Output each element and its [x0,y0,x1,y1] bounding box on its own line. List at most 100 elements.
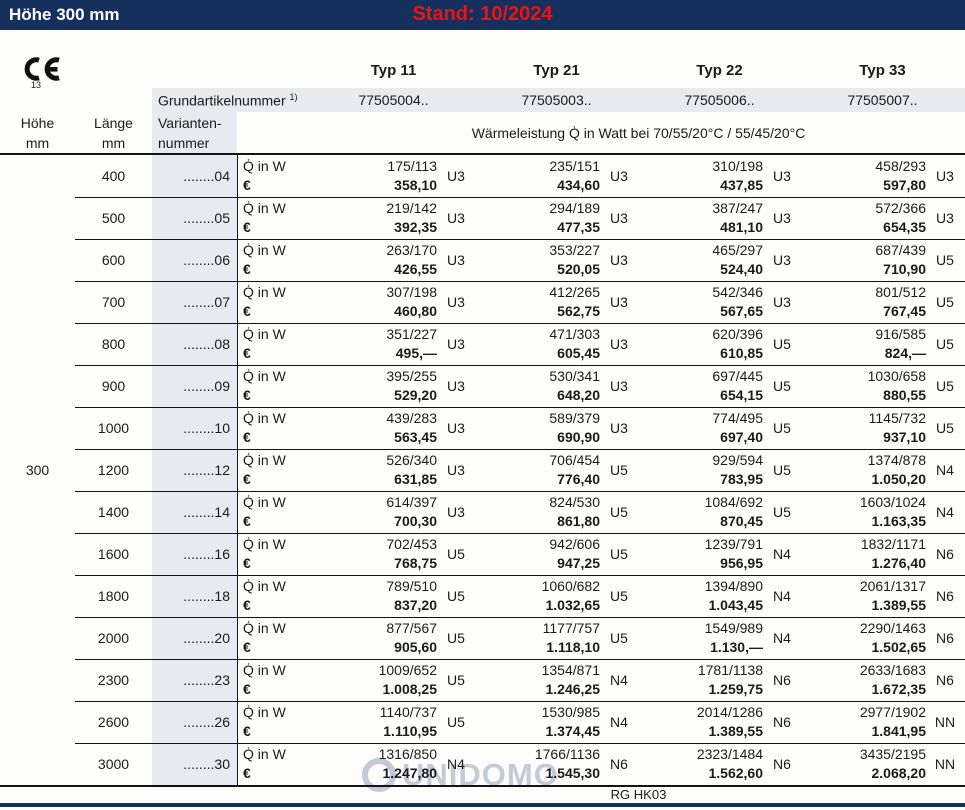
watt-value: 1084/692 [704,494,763,510]
price-value: 1.276,40 [871,555,927,571]
watt-row-label: Q̇ in W [243,746,286,762]
laenge-cell: 1400 [97,504,130,520]
value-stack: 2061/1317 1.389,55 [801,577,926,615]
watt-value: 929/594 [712,452,763,468]
type-value-cell: 458/293 597,80 U3 [801,157,964,195]
price-value: 358,10 [394,177,437,193]
price-value: 1.032,65 [545,597,601,613]
watt-row-label: Q̇ in W [243,242,286,258]
watt-value: 1239/791 [704,536,763,552]
type-value-cell: 706/454 776,40 U5 [475,451,638,489]
value-stack: 1140/737 1.110,95 [312,703,437,741]
variantennummer-cell: ........12 [183,462,230,478]
availability-badge: N4 [610,714,628,730]
variantennummer-cell: ........30 [183,756,230,772]
column-header-typ11: Typ 11 [370,62,417,79]
value-stack: 1530/985 1.374,45 [475,703,600,741]
type-value-cell: 697/445 654,15 U5 [638,367,801,405]
watt-value: 1009/652 [378,662,437,678]
availability-badge: N4 [936,504,954,520]
availability-badge: N6 [773,714,791,730]
watt-value: 307/198 [386,284,437,300]
watt-value: 458/293 [875,158,926,174]
artikelnummer-typ33: 77505007.. [847,92,918,108]
variantennummer-cell: ........06 [183,252,230,268]
grundartikelnummer-label: Grundartikelnummer 1) [158,92,298,109]
watt-value: 2633/1683 [859,662,926,678]
watt-value: 1549/989 [704,620,763,636]
type-value-cell: 702/453 768,75 U5 [312,535,475,573]
watt-value: 175/113 [387,158,437,174]
availability-badge: U3 [610,210,628,226]
row-unit-labels: Q̇ in W € [243,661,286,699]
watt-value: 1316/850 [378,746,437,762]
price-value: 1.389,55 [871,597,927,613]
price-value: 1.545,30 [545,765,601,781]
value-stack: 395/255 529,20 [312,367,437,405]
watt-value: 219/142 [386,200,437,216]
value-stack: 1781/1138 1.259,75 [638,661,763,699]
revision-date: Stand: 10/2024 [412,3,553,25]
column-header-typ21: Typ 21 [533,62,580,79]
hoehe-label: Höhe [20,115,55,131]
table-row: 1600 ........16 Q̇ in W € 702/453 768,75… [0,533,965,575]
availability-badge: N4 [936,462,954,478]
price-value: 597,80 [883,177,926,193]
type-value-cell: 1030/658 880,55 U5 [801,367,964,405]
availability-badge: NN [934,756,956,772]
watt-row-label: Q̇ in W [243,284,286,300]
type-value-cell: 1140/737 1.110,95 U5 [312,703,475,741]
laenge-unit: mm [101,135,126,151]
price-value: 520,05 [557,261,600,277]
table-row: 1200 ........12 Q̇ in W € 526/340 631,85… [0,449,965,491]
watt-row-label: Q̇ in W [243,452,286,468]
variantennummer-cell: ........23 [183,672,230,688]
price-value: 956,95 [720,555,763,571]
price-value: 1.050,20 [871,471,927,487]
availability-badge: N4 [773,588,791,604]
variantennummer-cell: ........05 [183,210,230,226]
watt-value: 2061/1317 [859,578,926,594]
table-row: 3000 ........30 Q̇ in W € 1316/850 1.247… [0,743,965,785]
laenge-cell: 800 [101,336,126,352]
watt-value: 620/396 [712,326,763,342]
watt-value: 1354/871 [541,662,600,678]
row-unit-labels: Q̇ in W € [243,619,286,657]
type-value-cell: 1832/1171 1.276,40 N6 [801,535,964,573]
laenge-cell: 2000 [97,630,130,646]
price-value: 392,35 [394,219,437,235]
availability-badge: U5 [610,588,628,604]
type-value-cell: 572/366 654,35 U3 [801,199,964,237]
watt-value: 2323/1484 [696,746,763,762]
type-value-cell: 387/247 481,10 U3 [638,199,801,237]
variantennummer-cell: ........04 [183,168,230,184]
laenge-cell: 600 [101,252,126,268]
price-value: 837,20 [394,597,437,613]
euro-row-label: € [243,597,251,613]
watt-value: 789/510 [386,578,437,594]
varianten-label-line2: nummer [158,135,210,151]
table-row: 700 ........07 Q̇ in W € 307/198 460,80 … [0,281,965,323]
type-value-cell: 1316/850 1.247,80 N4 [312,745,475,783]
watt-value: 530/341 [549,368,600,384]
watt-value: 353/227 [549,242,600,258]
price-table-body: 300 400 ........04 Q̇ in W € 175/113 358… [0,153,965,787]
watt-value: 526/340 [386,452,437,468]
watt-value: 1832/1171 [860,536,926,552]
type-value-cell: 175/113 358,10 U3 [312,157,475,195]
price-value: 648,20 [557,387,600,403]
value-stack: 1239/791 956,95 [638,535,763,573]
value-stack: 929/594 783,95 [638,451,763,489]
type-value-cell: 1145/732 937,10 U5 [801,409,964,447]
watt-value: 1530/985 [541,704,600,720]
table-row: 500 ........05 Q̇ in W € 219/142 392,35 … [0,197,965,239]
watt-value: 471/303 [549,326,600,342]
variant-column-shading [152,155,237,785]
laenge-cell: 900 [101,378,126,394]
price-value: 880,55 [883,387,926,403]
artikelnummer-typ11: 77505004.. [358,92,429,108]
type-value-cell: 1239/791 956,95 N4 [638,535,801,573]
price-value: 460,80 [394,303,437,319]
row-unit-labels: Q̇ in W € [243,409,286,447]
availability-badge: U5 [773,336,791,352]
